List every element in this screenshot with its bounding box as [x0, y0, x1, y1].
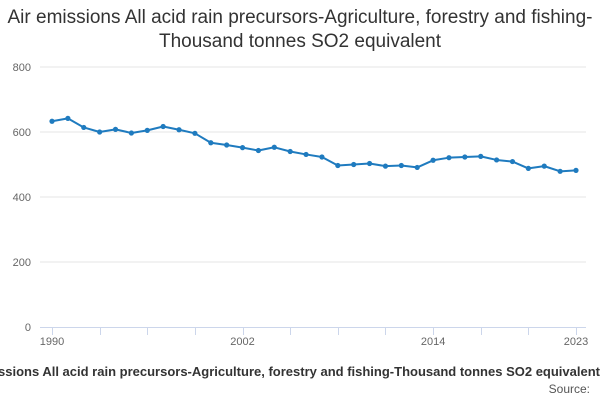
data-point	[176, 127, 182, 133]
data-point	[81, 124, 87, 131]
data-point	[271, 144, 277, 150]
data-point	[573, 167, 579, 173]
data-point	[319, 154, 325, 160]
data-point	[65, 115, 71, 121]
data-point	[224, 142, 230, 148]
data-point	[303, 151, 309, 158]
data-point	[239, 145, 246, 151]
data-point	[160, 123, 166, 130]
x-tick-label: 2014	[421, 336, 445, 348]
x-tick-label: 1990	[40, 336, 64, 348]
y-tick-label: 0	[25, 322, 31, 334]
data-point	[144, 127, 150, 133]
data-point	[382, 163, 389, 169]
data-point	[557, 168, 563, 174]
data-point	[414, 164, 420, 171]
x-tick-label: 2002	[230, 336, 254, 348]
data-point	[112, 126, 119, 132]
data-point	[494, 157, 500, 163]
y-tick-label: 200	[13, 257, 31, 269]
data-point	[97, 129, 103, 135]
data-point	[509, 158, 516, 165]
x-tick-label: 2023	[564, 336, 588, 348]
chart-title: Air emissions All acid rain precursors-A…	[7, 7, 593, 52]
data-point	[255, 147, 262, 154]
data-point	[49, 118, 55, 124]
data-point	[128, 130, 134, 136]
data-point	[525, 165, 531, 171]
data-point	[192, 130, 198, 136]
data-point	[398, 162, 404, 169]
data-point	[430, 157, 436, 163]
data-point	[541, 163, 547, 169]
x-axis-label: Air emissions All acid rain precursors-A…	[0, 364, 600, 379]
data-point	[462, 154, 468, 160]
data-point	[478, 153, 484, 159]
data-point	[208, 140, 214, 146]
data-point	[351, 161, 357, 168]
source-label: Source:	[548, 382, 590, 396]
data-point	[287, 148, 293, 155]
data-point	[335, 162, 341, 169]
data-point	[446, 155, 452, 161]
data-point	[366, 160, 373, 167]
series-line	[51, 117, 577, 173]
y-tick-label: 800	[13, 62, 31, 74]
y-tick-label: 400	[13, 192, 31, 204]
y-tick-label: 600	[13, 127, 31, 139]
